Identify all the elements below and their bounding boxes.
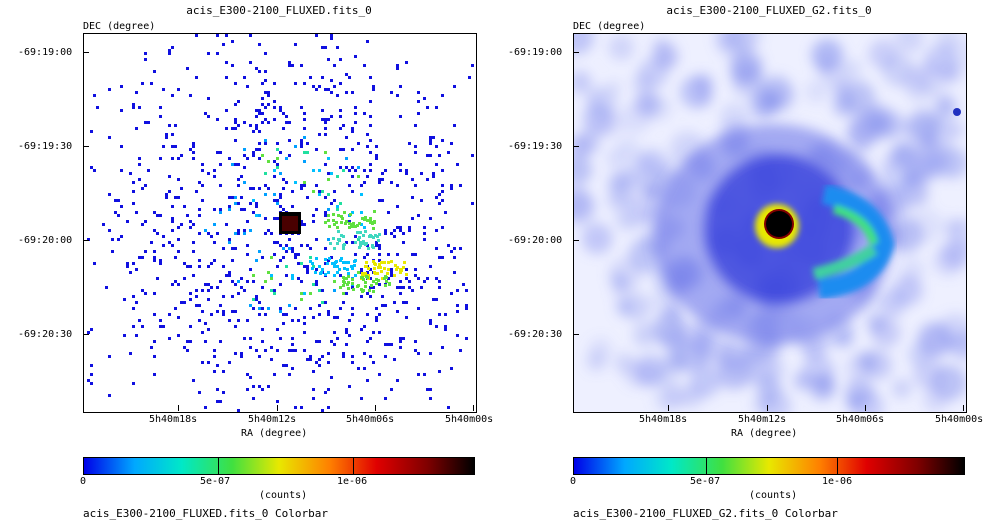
ra-tick-right-1: 5h40m18s xyxy=(639,414,688,425)
colorbar-left-unit: (counts) xyxy=(259,490,308,501)
panel-right-title: acis_E300-2100_FLUXED_G2.fits_0 xyxy=(666,4,872,17)
colorbar-left-tick-0: 0 xyxy=(80,476,87,487)
ra-tickmark xyxy=(767,405,768,411)
dec-tickmark xyxy=(83,52,89,53)
colorbar-gradient xyxy=(574,458,964,474)
dec-tick-left-4: -69:20:30 xyxy=(18,329,73,340)
dec-tickmark xyxy=(573,334,579,335)
dec-tickmark xyxy=(83,334,89,335)
panel-left-ra-label: RA (degree) xyxy=(241,428,308,439)
ra-tick-right-3: 5h40m06s xyxy=(836,414,885,425)
colorbar-tick xyxy=(353,458,354,474)
panel-right-dec-label: DEC (degree) xyxy=(573,21,646,32)
dec-tickmark xyxy=(83,240,89,241)
ra-tick-left-2: 5h40m12s xyxy=(248,414,297,425)
dec-tick-left-2: -69:19:30 xyxy=(18,141,73,152)
panel-right-ra-label: RA (degree) xyxy=(731,428,798,439)
dec-tickmark xyxy=(573,52,579,53)
colorbar-left-tick-2: 1e-06 xyxy=(337,476,368,487)
dec-tick-right-3: -69:20:00 xyxy=(508,235,563,246)
image-frame-left[interactable] xyxy=(83,33,477,413)
ra-tickmark xyxy=(963,405,964,411)
xray-image-raw xyxy=(87,34,474,412)
panel-left-title: acis_E300-2100_FLUXED.fits_0 xyxy=(186,4,372,17)
colorbar-tick xyxy=(837,458,838,474)
colorbar-left-caption: acis_E300-2100_FLUXED.fits_0 Colorbar xyxy=(83,507,329,520)
dec-tick-left-3: -69:20:00 xyxy=(18,235,73,246)
colorbar-right-tick-1: 5e-07 xyxy=(690,476,721,487)
ra-tickmark xyxy=(178,405,179,411)
dec-tick-right-2: -69:19:30 xyxy=(508,141,563,152)
dec-tick-right-1: -69:19:00 xyxy=(508,47,563,58)
colorbar-gradient xyxy=(84,458,474,474)
ra-tickmark xyxy=(473,405,474,411)
ra-tickmark xyxy=(668,405,669,411)
dec-tick-right-4: -69:20:30 xyxy=(508,329,563,340)
ra-tick-left-1: 5h40m18s xyxy=(149,414,198,425)
dec-tick-left-1: -69:19:00 xyxy=(18,47,73,58)
colorbar-right-caption: acis_E300-2100_FLUXED_G2.fits_0 Colorbar xyxy=(573,507,838,520)
colorbar-right-tick-0: 0 xyxy=(570,476,577,487)
panel-left-dec-label: DEC (degree) xyxy=(83,21,156,32)
image-frame-right[interactable] xyxy=(573,33,967,413)
colorbar-right-unit: (counts) xyxy=(749,490,798,501)
ra-tickmark xyxy=(277,405,278,411)
xray-image-smoothed xyxy=(574,34,966,412)
colorbar-tick xyxy=(218,458,219,474)
ra-tick-right-4: 5h40m00s xyxy=(935,414,984,425)
ra-tick-left-4: 5h40m00s xyxy=(445,414,494,425)
ra-tick-right-2: 5h40m12s xyxy=(738,414,787,425)
colorbar-right-tick-2: 1e-06 xyxy=(822,476,853,487)
ra-tick-left-3: 5h40m06s xyxy=(346,414,395,425)
dec-tickmark xyxy=(573,146,579,147)
dec-tickmark xyxy=(573,240,579,241)
ra-tickmark xyxy=(865,405,866,411)
ra-tickmark xyxy=(375,405,376,411)
colorbar-left[interactable] xyxy=(83,457,475,475)
dec-tickmark xyxy=(83,146,89,147)
colorbar-right[interactable] xyxy=(573,457,965,475)
colorbar-left-tick-1: 5e-07 xyxy=(200,476,231,487)
colorbar-tick xyxy=(706,458,707,474)
